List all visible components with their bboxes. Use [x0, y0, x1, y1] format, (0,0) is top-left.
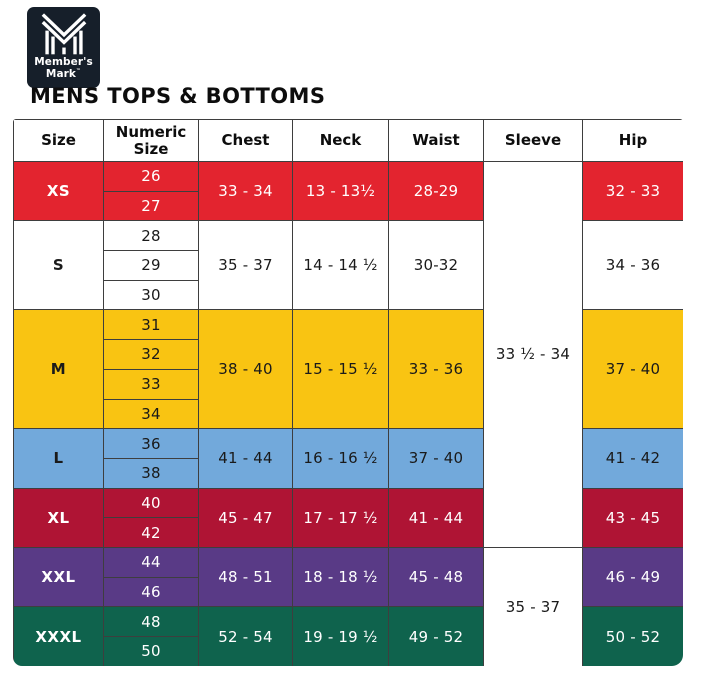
l-hip-range: 41 - 42 [582, 428, 683, 489]
size-chart-table: Size Numeric Size Chest Neck Waist Sleev… [13, 119, 683, 666]
m-waist-range: 33 - 36 [388, 309, 484, 430]
s-hip-range: 34 - 36 [582, 220, 683, 311]
xxxl-numeric-cell: 50 [103, 636, 199, 666]
l-numeric-cell: 38 [103, 457, 199, 489]
members-mark-m-icon [41, 13, 86, 55]
row-s-3: 30 [14, 279, 684, 311]
xl-neck-range: 17 - 17 ½ [292, 487, 389, 548]
row-m-1: M 31 38 - 40 15 - 15 ½ 33 - 36 37 - 40 [13, 309, 683, 430]
row-xxxl-1: XXXL 48 52 - 54 19 - 19 ½ 49 - 52 50 - 5… [13, 606, 683, 666]
row-xxl-1: XXL 44 48 - 51 18 - 18 ½ 45 - 48 35 - 37… [13, 546, 683, 666]
xl-numeric-cell: 42 [103, 517, 199, 548]
xl-waist-range: 41 - 44 [388, 487, 484, 548]
col-header-numeric: Numeric Size [103, 119, 199, 162]
sleeve-range-xs-to-xl: 33 ½ - 34 [483, 161, 583, 548]
xs-hip-range: 32 - 33 [582, 160, 683, 222]
s-numeric-cell: 29 [103, 250, 199, 281]
sleeve-range-xxl-to-xxxl: 35 - 37 [483, 546, 583, 666]
xxl-numeric-cell: 44 [103, 546, 199, 578]
m-numeric-cell: 32 [103, 339, 199, 370]
row-xxl-2: 46 [14, 576, 684, 608]
xs-numeric-cell: 26 [103, 161, 199, 192]
row-m-3: 33 [14, 368, 684, 400]
l-chest-range: 41 - 44 [198, 428, 293, 489]
logo-line1: Member's [34, 56, 93, 68]
xs-waist-range: 28-29 [388, 160, 484, 222]
xxl-neck-range: 18 - 18 ½ [292, 546, 389, 608]
col-header-sleeve: Sleeve [483, 119, 583, 162]
s-numeric-cell: 28 [103, 220, 199, 252]
l-numeric-cell: 36 [103, 428, 199, 459]
xxl-numeric-cell: 46 [103, 576, 199, 608]
s-chest-range: 35 - 37 [198, 220, 293, 311]
xs-numeric-cell: 27 [103, 190, 199, 222]
row-xs-1: XS 26 33 - 34 13 - 13½ 28-29 33 ½ - 34 3… [13, 160, 683, 548]
xxxl-neck-range: 19 - 19 ½ [292, 606, 389, 666]
m-size-label: M [13, 309, 104, 430]
m-chest-range: 38 - 40 [198, 309, 293, 430]
row-l-1: L 36 41 - 44 16 - 16 ½ 37 - 40 41 - 42 [13, 428, 683, 489]
s-numeric-cell: 30 [103, 279, 199, 311]
xxl-size-label: XXL [13, 546, 104, 608]
members-mark-wordmark: Member's Mark™ [34, 56, 93, 81]
xl-hip-range: 43 - 45 [582, 487, 683, 548]
xl-size-label: XL [13, 487, 104, 548]
xxl-hip-range: 46 - 49 [582, 546, 683, 608]
l-size-label: L [13, 428, 104, 489]
s-neck-range: 14 - 14 ½ [292, 220, 389, 311]
row-s-1: S 28 35 - 37 14 - 14 ½ 30-32 34 - 36 [13, 220, 683, 311]
size-chart-table-wrap: Size Numeric Size Chest Neck Waist Sleev… [13, 119, 683, 666]
row-m-4: 34 [14, 398, 684, 430]
row-m-2: 32 [14, 339, 684, 370]
m-hip-range: 37 - 40 [582, 309, 683, 430]
xs-chest-range: 33 - 34 [198, 160, 293, 222]
m-numeric-cell: 34 [103, 398, 199, 430]
row-xl-2: 42 [14, 517, 684, 548]
row-s-2: 29 [14, 250, 684, 281]
col-header-neck: Neck [292, 119, 389, 162]
xxxl-waist-range: 49 - 52 [388, 606, 484, 666]
xxxl-chest-range: 52 - 54 [198, 606, 293, 666]
xxl-waist-range: 45 - 48 [388, 546, 484, 608]
m-numeric-cell: 33 [103, 368, 199, 400]
xl-chest-range: 45 - 47 [198, 487, 293, 548]
trademark-symbol: ™ [76, 67, 82, 74]
col-header-size: Size [13, 119, 104, 162]
xxxl-size-label: XXXL [13, 606, 104, 666]
col-header-chest: Chest [198, 119, 293, 162]
xs-neck-range: 13 - 13½ [292, 160, 389, 222]
xxl-chest-range: 48 - 51 [198, 546, 293, 608]
row-xl-1: XL 40 45 - 47 17 - 17 ½ 41 - 44 43 - 45 [13, 487, 683, 548]
row-l-2: 38 [14, 457, 684, 489]
l-waist-range: 37 - 40 [388, 428, 484, 489]
page-title: MENS TOPS & BOTTOMS [30, 84, 326, 108]
members-mark-logo: Member's Mark™ [27, 7, 100, 88]
row-xxxl-2: 50 [14, 636, 684, 666]
row-xs-2: 27 [14, 190, 684, 222]
m-numeric-cell: 31 [103, 309, 199, 341]
xs-size-label: XS [13, 160, 104, 222]
xl-numeric-cell: 40 [103, 487, 199, 519]
l-neck-range: 16 - 16 ½ [292, 428, 389, 489]
m-neck-range: 15 - 15 ½ [292, 309, 389, 430]
xxxl-numeric-cell: 48 [103, 606, 199, 637]
s-size-label: S [13, 220, 104, 311]
s-waist-range: 30-32 [388, 220, 484, 311]
xxxl-hip-range: 50 - 52 [582, 606, 683, 666]
header-row: Size Numeric Size Chest Neck Waist Sleev… [13, 119, 683, 162]
col-header-waist: Waist [388, 119, 484, 162]
logo-line2: Mark™ [45, 67, 82, 80]
col-header-hip: Hip [582, 119, 683, 162]
